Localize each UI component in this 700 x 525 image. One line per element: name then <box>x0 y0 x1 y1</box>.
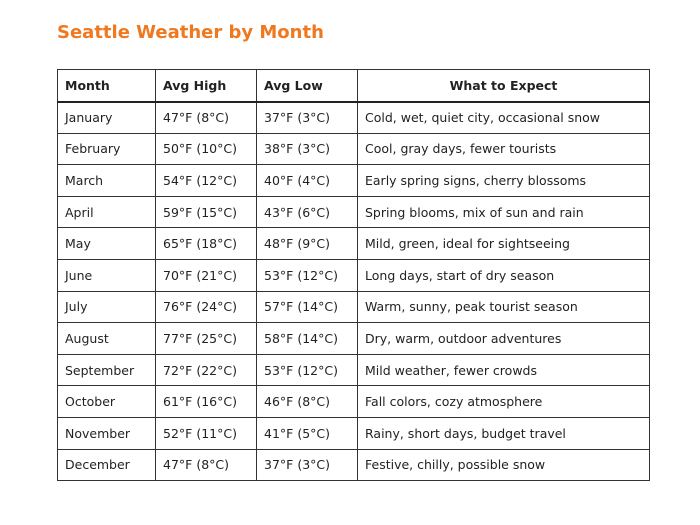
table-cell: Cold, wet, quiet city, occasional snow <box>357 101 650 134</box>
table-cell: 37°F (3°C) <box>256 101 358 134</box>
table-cell: October <box>57 385 156 418</box>
table-row: March 54°F (12°C) 40°F (4°C) Early spring s… <box>57 164 650 197</box>
table-cell: 53°F (12°C) <box>256 258 358 292</box>
table-cell: 72°F (22°C) <box>155 353 257 387</box>
table-row: November 52°F (11°C) 41°F (5°C) Rainy, shor… <box>57 416 650 450</box>
table-row: September 72°F (22°C) 53°F (12°C) Mild weat… <box>57 353 650 387</box>
weather-table: Month Avg High Avg Low What to Expect Janua… <box>57 69 650 482</box>
table-cell: Mild weather, fewer crowds <box>357 353 650 387</box>
table-row: December 47°F (8°C) 37°F (3°C) Festive, chi… <box>57 448 650 482</box>
table-cell: November <box>57 416 156 450</box>
header-cell: Avg High <box>155 69 257 103</box>
header-row: Month Avg High Avg Low What to Expect <box>57 69 650 103</box>
table-cell: December <box>57 448 156 482</box>
table-cell: Mild, green, ideal for sightseeing <box>357 227 650 260</box>
header-cell: Month <box>57 69 156 103</box>
table-row: April 59°F (15°C) 43°F (6°C) Spring blooms,… <box>57 195 650 229</box>
table-cell: August <box>57 322 156 355</box>
table-cell: 77°F (25°C) <box>155 322 257 355</box>
table-cell: 48°F (9°C) <box>256 227 358 260</box>
table-cell: 57°F (14°C) <box>256 290 358 324</box>
table-cell: January <box>57 101 156 134</box>
table-row: February 50°F (10°C) 38°F (3°C) Cool, gray … <box>57 132 650 166</box>
table-row: May 65°F (18°C) 48°F (9°C) Mild, green, ide… <box>57 227 650 260</box>
table-cell: Fall colors, cozy atmosphere <box>357 385 650 418</box>
table-cell: 38°F (3°C) <box>256 132 358 166</box>
table-cell: Spring blooms, mix of sun and rain <box>357 195 650 229</box>
table-cell: 50°F (10°C) <box>155 132 257 166</box>
header-cell: Avg Low <box>256 69 358 103</box>
table-cell: 53°F (12°C) <box>256 353 358 387</box>
table-cell: March <box>57 164 156 197</box>
table-cell: July <box>57 290 156 324</box>
table-cell: Festive, chilly, possible snow <box>357 448 650 482</box>
table-cell: 65°F (18°C) <box>155 227 257 260</box>
table-cell: 37°F (3°C) <box>256 448 358 482</box>
header-cell: What to Expect <box>357 69 650 103</box>
table-cell: 47°F (8°C) <box>155 101 257 134</box>
table-row: June 70°F (21°C) 53°F (12°C) Long days, sta… <box>57 258 650 292</box>
table-cell: 43°F (6°C) <box>256 195 358 229</box>
table-cell: 52°F (11°C) <box>155 416 257 450</box>
table-cell: 70°F (21°C) <box>155 258 257 292</box>
table-cell: Early spring signs, cherry blossoms <box>357 164 650 197</box>
table-cell: Cool, gray days, fewer tourists <box>357 132 650 166</box>
table-cell: June <box>57 258 156 292</box>
table-cell: Warm, sunny, peak tourist season <box>357 290 650 324</box>
table-cell: Dry, warm, outdoor adventures <box>357 322 650 355</box>
table-cell: April <box>57 195 156 229</box>
table-cell: 58°F (14°C) <box>256 322 358 355</box>
table-cell: 46°F (8°C) <box>256 385 358 418</box>
table-cell: Rainy, short days, budget travel <box>357 416 650 450</box>
table-row: July 76°F (24°C) 57°F (14°C) Warm, sunny, p… <box>57 290 650 324</box>
table-cell: 76°F (24°C) <box>155 290 257 324</box>
table-cell: 54°F (12°C) <box>155 164 257 197</box>
table-cell: 41°F (5°C) <box>256 416 358 450</box>
table-cell: 59°F (15°C) <box>155 195 257 229</box>
table-cell: 40°F (4°C) <box>256 164 358 197</box>
table-cell: May <box>57 227 156 260</box>
table-cell: 47°F (8°C) <box>155 448 257 482</box>
table-row: October 61°F (16°C) 46°F (8°C) Fall colors,… <box>57 385 650 418</box>
table-cell: September <box>57 353 156 387</box>
table-row: August 77°F (25°C) 58°F (14°C) Dry, warm, o… <box>57 322 650 355</box>
table-cell: Long days, start of dry season <box>357 258 650 292</box>
page-title: Seattle Weather by Month <box>57 22 324 43</box>
table-row: January 47°F (8°C) 37°F (3°C) Cold, wet, qu… <box>57 101 650 134</box>
table-cell: February <box>57 132 156 166</box>
table-cell: 61°F (16°C) <box>155 385 257 418</box>
